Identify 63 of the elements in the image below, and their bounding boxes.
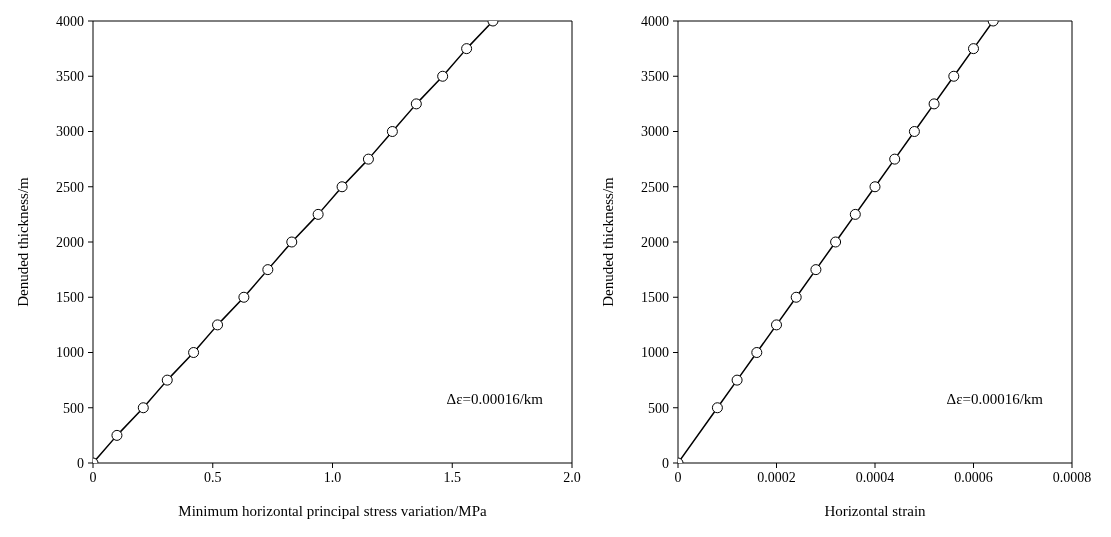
x-tick-label: 0 (674, 469, 682, 485)
point (137, 402, 149, 414)
x-tick-label: 0.5 (204, 469, 222, 485)
x-tick-label: 1.5 (443, 469, 461, 485)
annotation: Δε=0.00016/km (946, 391, 1043, 408)
point (731, 374, 743, 386)
y-axis-title: Denuded thickness/m (15, 176, 32, 307)
y-tick-label: 500 (63, 400, 84, 416)
point (286, 236, 298, 248)
x-tick-label: 0.0004 (855, 469, 895, 485)
y-tick-label: 1500 (641, 290, 669, 306)
point (410, 98, 422, 110)
point (928, 98, 940, 110)
y-tick-label: 2500 (641, 179, 669, 195)
point (948, 70, 960, 82)
y-tick-label: 500 (648, 400, 669, 416)
y-tick-label: 0 (77, 455, 84, 471)
point (111, 429, 123, 441)
point (790, 291, 802, 303)
point (849, 208, 861, 220)
point (238, 291, 250, 303)
y-tick-label: 1000 (56, 345, 84, 361)
y-tick-label: 4000 (56, 13, 84, 29)
point (336, 181, 348, 193)
point (262, 264, 274, 276)
point (312, 208, 324, 220)
point (810, 264, 822, 276)
x-tick-label: 0 (89, 469, 97, 485)
y-tick-label: 2500 (56, 179, 84, 195)
y-tick-label: 3000 (56, 124, 84, 140)
x-tick-label: 0.0008 (1052, 469, 1092, 485)
x-tick-label: 0.0002 (757, 469, 796, 485)
point (869, 181, 881, 193)
y-axis-title: Denuded thickness/m (600, 176, 617, 307)
point (751, 347, 763, 358)
point (711, 402, 723, 414)
x-axis-title: Minimum horizontal principal stress variation/MPa (178, 503, 487, 519)
y-tick-label: 2000 (641, 234, 669, 250)
y-tick-label: 1500 (56, 290, 84, 306)
y-tick-label: 2000 (56, 234, 84, 250)
y-tick-label: 3500 (56, 69, 84, 85)
x-tick-label: 2.0 (563, 469, 581, 485)
y-tick-label: 3500 (641, 69, 669, 85)
point (889, 153, 901, 165)
annotation: Δε=0.00016/km (446, 391, 543, 408)
y-tick-label: 3000 (641, 124, 669, 140)
point (362, 153, 374, 165)
point (771, 319, 782, 331)
point (161, 374, 173, 386)
point (908, 126, 920, 137)
point (212, 319, 224, 331)
y-tick-label: 4000 (641, 13, 669, 29)
x-axis-title: Horizontal strain (824, 503, 927, 519)
point (461, 43, 473, 55)
point (968, 43, 979, 55)
x-tick-label: 1.0 (323, 469, 342, 485)
point (188, 347, 200, 358)
point (386, 126, 398, 137)
y-tick-label: 0 (662, 455, 669, 471)
point (830, 236, 842, 248)
point (437, 70, 449, 82)
y-tick-label: 1000 (641, 345, 669, 361)
x-tick-label: 0.0006 (954, 469, 993, 485)
